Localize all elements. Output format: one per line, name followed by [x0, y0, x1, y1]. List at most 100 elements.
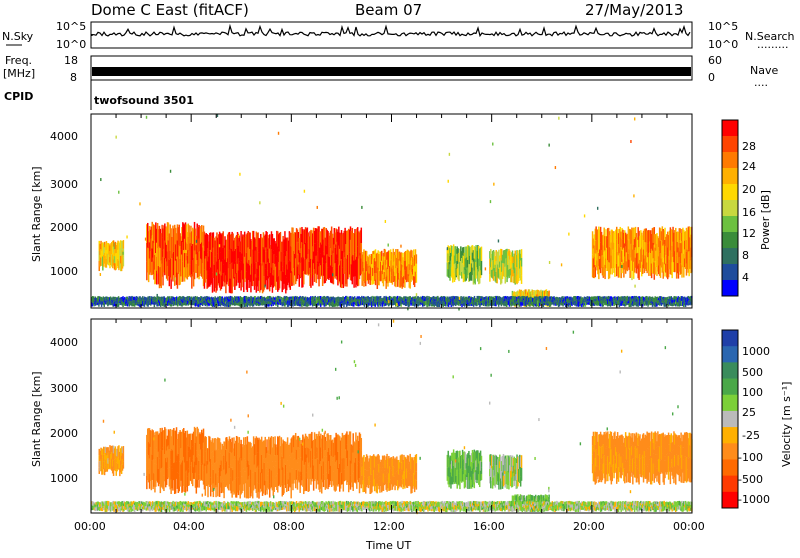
- echo-point: [361, 206, 362, 209]
- freq-left-tick-top: 18: [64, 54, 78, 67]
- colorbar-swatch: [722, 120, 738, 136]
- echo-cell: [416, 481, 417, 490]
- echo-cell: [481, 247, 482, 261]
- echo-cell: [404, 279, 405, 288]
- echo-point: [388, 244, 389, 247]
- power-colorbar: [722, 120, 738, 296]
- echo-point: [157, 294, 158, 297]
- noise-left-tick-top: 10^5: [56, 20, 86, 33]
- power-cbar-tick-4: 4: [742, 271, 749, 284]
- echo-cell: [481, 468, 482, 474]
- power-cbar-tick-24: 24: [742, 160, 756, 173]
- echo-cell: [548, 291, 549, 296]
- echo-point: [396, 303, 397, 306]
- echo-cell: [481, 474, 482, 480]
- noise-right-marker: .........: [757, 38, 788, 51]
- echo-point: [599, 256, 600, 259]
- echo-point: [146, 116, 147, 119]
- echo-cell: [416, 254, 417, 263]
- echo-point: [633, 194, 634, 197]
- date-title: 27/May/2013: [585, 1, 683, 19]
- echo-point: [219, 244, 220, 247]
- echo-point: [448, 180, 449, 183]
- echo-point: [239, 173, 240, 176]
- power-cbar-tick-16: 16: [742, 206, 756, 219]
- echo-cell: [521, 275, 522, 284]
- echo-point: [400, 245, 401, 248]
- echo-cell: [350, 431, 351, 446]
- echo-cell: [222, 296, 223, 298]
- colorbar-swatch: [722, 248, 738, 264]
- echo-cell: [177, 273, 178, 289]
- echo-point: [548, 144, 549, 147]
- power-cbar-tick-20: 20: [742, 183, 756, 196]
- echo-point: [170, 170, 171, 173]
- echo-cell: [271, 304, 272, 306]
- power-cbar-tick-28: 28: [742, 140, 756, 153]
- power-ytick-3000: 3000: [50, 178, 78, 191]
- echo-point: [388, 300, 389, 303]
- echo-cell: [400, 304, 401, 306]
- echo-cell: [526, 304, 527, 307]
- echo-cell: [214, 438, 215, 450]
- noise-left-label: N.Sky: [2, 30, 34, 43]
- noise-trace: [92, 26, 690, 36]
- echo-point: [492, 143, 493, 146]
- echo-point: [100, 273, 101, 276]
- freq-left-tick-bottom: 8: [70, 71, 77, 84]
- echo-cell: [354, 296, 355, 298]
- echo-point: [115, 136, 116, 139]
- power-cbar-label: Power [dB]: [759, 190, 772, 250]
- echo-point: [558, 117, 559, 120]
- freq-right-tick-top: 60: [708, 54, 722, 67]
- freq-panel: Freq. [MHz] 18 8 60 0 Nave ....: [3, 54, 778, 89]
- echo-cell: [361, 438, 362, 451]
- echo-cell: [123, 446, 124, 454]
- colorbar-swatch: [722, 280, 738, 296]
- echo-cell: [416, 264, 417, 273]
- colorbar-swatch: [722, 232, 738, 248]
- echo-cell: [123, 240, 124, 249]
- echo-cell: [169, 296, 170, 298]
- power-ylabel: Slant Range [km]: [30, 166, 43, 262]
- echo-point: [317, 206, 318, 209]
- noise-right-tick-top: 10^5: [708, 20, 738, 33]
- power-cbar-tick-12: 12: [742, 227, 756, 240]
- echo-point: [555, 166, 556, 169]
- echo-cell: [512, 250, 513, 256]
- freq-right-tick-bottom: 0: [708, 71, 715, 84]
- echo-point: [561, 263, 562, 266]
- echo-point: [264, 285, 265, 288]
- echo-point: [621, 265, 622, 268]
- echo-point: [100, 178, 101, 181]
- echo-point: [493, 183, 494, 186]
- echo-cell: [521, 258, 522, 267]
- echo-point: [449, 153, 450, 156]
- echo-point: [332, 273, 333, 276]
- noise-left-tick-bottom: 10^0: [56, 38, 86, 51]
- echo-cell: [416, 454, 417, 463]
- echo-cell: [353, 304, 354, 306]
- cpid-label: CPID: [4, 90, 33, 103]
- echo-cell: [521, 267, 522, 276]
- colorbar-swatch: [722, 216, 738, 232]
- echo-point: [122, 252, 123, 255]
- echo-point: [549, 261, 550, 264]
- power-cbar-tick-8: 8: [742, 249, 749, 262]
- echo-cell: [244, 484, 245, 497]
- echo-point: [126, 235, 127, 238]
- echo-point: [490, 200, 491, 203]
- echo-point: [216, 272, 217, 275]
- beam-title: Beam 07: [355, 1, 422, 19]
- echo-cell: [481, 462, 482, 468]
- freq-left-label-2: [MHz]: [3, 67, 35, 80]
- colorbar-swatch: [722, 152, 738, 168]
- echo-cell: [681, 265, 682, 277]
- station-title: Dome C East (fitACF): [91, 1, 249, 19]
- echo-cell: [123, 461, 124, 469]
- power-ytick-2000: 2000: [50, 221, 78, 234]
- noise-panel: N.Sky 10^5 10^0 10^5 10^0 N.Search .....…: [2, 20, 795, 51]
- echo-point: [634, 285, 635, 288]
- echo-cell: [481, 261, 482, 275]
